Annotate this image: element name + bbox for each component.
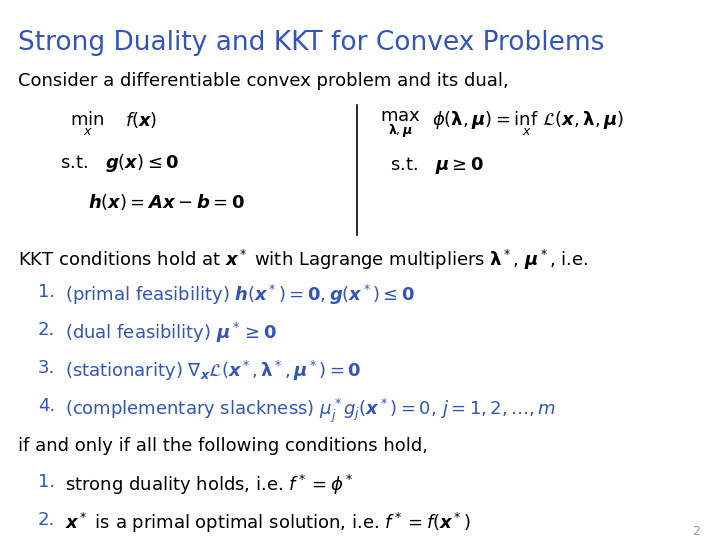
Text: Strong Duality and KKT for Convex Problems: Strong Duality and KKT for Convex Proble… [18, 30, 604, 56]
Text: $\boldsymbol{h}(\boldsymbol{x}) = \boldsymbol{A}\boldsymbol{x} - \boldsymbol{b} : $\boldsymbol{h}(\boldsymbol{x}) = \bolds… [88, 192, 245, 212]
Text: 1.: 1. [38, 473, 55, 491]
Text: Consider a differentiable convex problem and its dual,: Consider a differentiable convex problem… [18, 72, 509, 90]
Text: (complementary slackness) $\mu_j^* g_j(\boldsymbol{x}^*) = 0,\, j = 1, 2, \ldots: (complementary slackness) $\mu_j^* g_j(\… [65, 397, 556, 425]
Text: (primal feasibility) $\boldsymbol{h}(\boldsymbol{x}^*) = \boldsymbol{0}, \boldsy: (primal feasibility) $\boldsymbol{h}(\bo… [65, 283, 415, 307]
Text: 2: 2 [692, 525, 700, 538]
Text: 1.: 1. [38, 283, 55, 301]
Text: KKT conditions hold at $\boldsymbol{x}^*$ with Lagrange multipliers $\boldsymbol: KKT conditions hold at $\boldsymbol{x}^*… [18, 248, 588, 272]
Text: $\boldsymbol{x}^*$ is a primal optimal solution, i.e. $f^* = f(\boldsymbol{x}^*): $\boldsymbol{x}^*$ is a primal optimal s… [65, 511, 471, 535]
Text: $\phi(\boldsymbol{\lambda}, \boldsymbol{\mu}) = \underset{x}{\inf}\, \mathcal{L}: $\phi(\boldsymbol{\lambda}, \boldsymbol{… [432, 110, 624, 139]
Text: (dual feasibility) $\boldsymbol{\mu}^* \geq \boldsymbol{0}$: (dual feasibility) $\boldsymbol{\mu}^* \… [65, 321, 277, 345]
Text: strong duality holds, i.e. $f^* = \phi^*$: strong duality holds, i.e. $f^* = \phi^*… [65, 473, 353, 497]
Text: s.t.   $\boldsymbol{\mu} \geq \boldsymbol{0}$: s.t. $\boldsymbol{\mu} \geq \boldsymbol{… [390, 155, 484, 176]
Text: 3.: 3. [38, 359, 55, 377]
Text: s.t.   $\boldsymbol{g}(\boldsymbol{x}) \leq \boldsymbol{0}$: s.t. $\boldsymbol{g}(\boldsymbol{x}) \le… [60, 152, 179, 174]
Text: (stationarity) $\nabla_{\boldsymbol{x}} \mathcal{L}(\boldsymbol{x}^*, \boldsymbo: (stationarity) $\nabla_{\boldsymbol{x}} … [65, 359, 361, 383]
Text: $\underset{x}{\min}$: $\underset{x}{\min}$ [70, 110, 104, 139]
Text: 2.: 2. [38, 511, 55, 529]
Text: 2.: 2. [38, 321, 55, 339]
Text: if and only if all the following conditions hold,: if and only if all the following conditi… [18, 437, 428, 455]
Text: $f(\boldsymbol{x})$: $f(\boldsymbol{x})$ [125, 110, 157, 130]
Text: 4.: 4. [38, 397, 55, 415]
Text: $\underset{\boldsymbol{\lambda},\boldsymbol{\mu}}{\max}$: $\underset{\boldsymbol{\lambda},\boldsym… [380, 110, 421, 140]
